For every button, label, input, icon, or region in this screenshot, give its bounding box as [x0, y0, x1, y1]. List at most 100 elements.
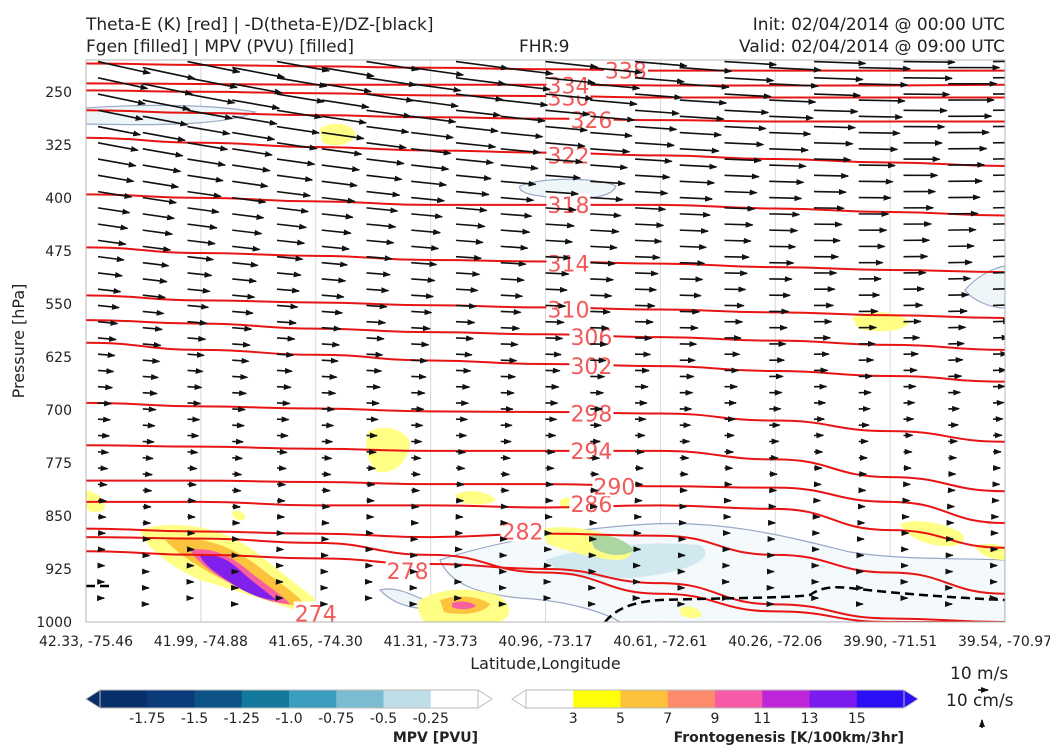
wind-vector: [634, 157, 673, 164]
wind-vector: [679, 276, 704, 283]
wind-vector: [590, 276, 615, 283]
wind-vector: [276, 287, 301, 294]
wind-vector: [411, 341, 430, 348]
wind-vector: [97, 303, 120, 310]
wind-vector: [411, 454, 422, 461]
wind-vector: [142, 357, 161, 364]
wind-vector: [724, 141, 765, 148]
y-tick-label: 250: [45, 85, 72, 101]
wind-vector: [455, 351, 473, 358]
x-tick-label: 42.33, -75.46: [39, 634, 133, 650]
wind-vector: [366, 303, 388, 310]
fgen-colorbar-segment: [526, 690, 574, 708]
mpv-colorbar-segment: [100, 690, 148, 708]
wind-vector: [590, 131, 633, 139]
wind-vector: [187, 367, 204, 374]
wind-vector: [232, 373, 249, 380]
wind-vector: [187, 351, 205, 358]
wind-vector: [455, 93, 504, 102]
wind-vector: [366, 255, 393, 262]
wind-vector: [590, 196, 624, 203]
wind-vector: [545, 174, 582, 181]
fgen-colorbar-tick: 5: [616, 711, 625, 727]
mpv-colorbar-tick: -1.5: [181, 711, 208, 727]
wind-vector: [276, 465, 288, 472]
fill-patch: [200, 555, 276, 600]
mpv-colorbar-segment: [289, 690, 337, 708]
contour-label-290: 290: [593, 475, 635, 500]
wind-vector: [321, 277, 347, 284]
wind-vector: [903, 60, 956, 66]
wind-vector: [992, 271, 1005, 274]
wind-vector: [366, 142, 408, 150]
wind-vector: [187, 255, 215, 262]
wind-vector: [97, 223, 129, 231]
wind-vector: [97, 109, 144, 121]
wind-vector: [813, 108, 859, 115]
wind-vector: [679, 99, 728, 106]
mpv-colorbar-frame: [99, 689, 479, 709]
wind-vector: [276, 93, 325, 104]
wind-vector: [321, 148, 363, 157]
y-tick-label: 550: [45, 297, 72, 313]
wind-vector: [232, 99, 281, 111]
wind-vector: [366, 190, 401, 198]
wind-vector: [590, 292, 613, 299]
wind-vector: [366, 109, 412, 119]
wind-vector: [232, 454, 244, 461]
wind-vector: [679, 66, 733, 74]
wind-vector: [97, 400, 113, 407]
wind-vector: [411, 309, 433, 316]
wind-vector: [545, 319, 565, 326]
wind-vector: [276, 190, 312, 198]
wind-vector: [411, 293, 434, 300]
wind-vector: [769, 146, 810, 153]
contour-label-bg: [592, 474, 637, 497]
wind-vector: [590, 99, 638, 107]
wind-vector: [97, 272, 124, 278]
wind-vector: [858, 65, 912, 72]
mpv-colorbar-tick: -1.25: [224, 711, 260, 727]
wind-vector: [411, 325, 431, 332]
wind-vector: [366, 287, 390, 294]
wind-vector: [232, 229, 263, 236]
wind-vector: [321, 454, 333, 461]
wind-vector: [321, 99, 370, 110]
wind-vector: [187, 303, 210, 310]
wind-vector: [590, 82, 641, 91]
wind-vector: [724, 125, 767, 132]
wind-vector: [545, 109, 591, 117]
y-tick-label: 625: [45, 350, 72, 366]
wind-vector: [321, 164, 361, 172]
fgen-colorbar-segment: [762, 690, 810, 708]
wind-vector: [813, 172, 850, 179]
wind-vector: [366, 207, 399, 214]
y-tick-label: 850: [45, 509, 72, 525]
wind-vector: [769, 227, 799, 234]
wind-vector: [455, 77, 507, 87]
wind-vector: [232, 293, 256, 300]
fill-patch: [964, 265, 1005, 309]
wind-vector: [724, 254, 750, 261]
wind-vector: [97, 125, 142, 137]
plot-frame: [85, 59, 1006, 623]
wind-vector: [545, 206, 578, 213]
wind-vector: [366, 367, 383, 374]
x-tick-label: 41.65, -74.30: [269, 634, 363, 650]
mpv-colorbar-segment: [147, 690, 195, 708]
wind-vector: [97, 190, 133, 199]
y-tick-label: 775: [45, 456, 72, 472]
mpv-colorbar-label: MPV [PVU]: [393, 730, 478, 746]
wind-vector: [455, 222, 486, 229]
wind-vector: [276, 303, 299, 310]
wind-vector: [366, 158, 405, 166]
wind-vector: [97, 335, 118, 342]
wind-vector: [321, 229, 352, 236]
wind-vector: [455, 254, 483, 261]
wind-vector: [232, 148, 274, 157]
wind-vector: [634, 238, 663, 245]
fgen-colorbar-frame: [525, 689, 905, 709]
wind-vector: [679, 131, 723, 138]
title-line-2: Fgen [filled] | MPV (PVU) [filled]: [86, 37, 355, 57]
contour-label-bg: [569, 438, 614, 461]
